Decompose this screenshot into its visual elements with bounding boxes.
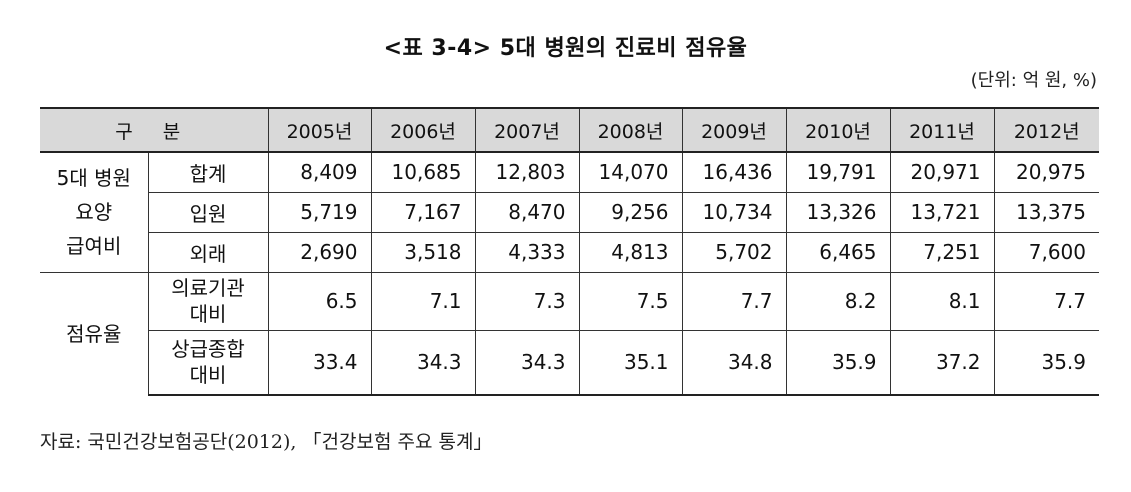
cell-value: 4,813 [578,231,682,272]
group-label-share: 점유율 [40,271,148,395]
row-label: 외래 [147,231,268,272]
year-header: 2010년 [785,107,890,153]
cell-value: 5,702 [681,231,786,272]
table-row: 외래 2,690 3,518 4,333 4,813 5,702 6,465 7… [40,231,1099,272]
cell-value: 4,333 [474,231,579,272]
cell-value: 7,600 [993,231,1099,272]
row-label-line: 의료기관 [171,276,245,300]
header-row: 구 분 2005년 2006년 2007년 2008년 2009년 2010년 … [40,107,1099,153]
year-header: 2007년 [474,107,579,153]
cell-value: 19,791 [785,152,890,192]
cell-value: 3,518 [370,231,475,272]
year-header: 2011년 [889,107,994,153]
row-label-line: 상급종합 [171,337,245,362]
table-row: 상급종합 대비 33.4 34.3 34.3 35.1 34.8 35.9 37… [40,329,1099,396]
cell-value: 7.5 [578,271,682,330]
year-header: 2009년 [681,107,786,153]
table-title: <표 3-4> 5대 병원의 진료비 점유율 [383,36,748,61]
cell-value: 7.7 [993,271,1099,330]
cell-value: 13,375 [993,191,1099,232]
source-note: 자료: 국민건강보험공단(2012), 「건강보험 주요 통계」 [40,431,493,453]
year-header: 2005년 [267,107,371,153]
cell-value: 2,690 [267,231,371,272]
cell-value: 35.9 [993,329,1099,396]
cell-value: 13,326 [785,191,890,232]
unit-note: (단위: 억 원, %) [970,70,1097,91]
cell-value: 20,975 [993,152,1099,192]
row-label: 입원 [147,191,268,232]
cell-value: 34.3 [474,329,579,396]
cell-value: 20,971 [889,152,994,192]
cell-value: 8.2 [785,271,890,330]
table-row: 5대 병원 요양 급여비 합계 8,409 10,685 12,803 14,0… [40,152,1099,258]
cell-value: 8.1 [889,271,994,330]
row-label: 합계 [147,152,268,192]
cell-value: 10,685 [370,152,475,192]
row-label-line: 대비 [189,363,227,388]
cell-value: 10,734 [681,191,786,232]
cell-value: 35.1 [578,329,682,396]
year-header: 2012년 [993,107,1099,153]
cell-value: 8,470 [474,191,579,232]
cell-value: 7.3 [474,271,579,330]
row-label-line: 대비 [189,302,227,326]
row-label: 상급종합 대비 [147,329,268,396]
cell-value: 34.8 [681,329,786,396]
group-label-line: 5대 병원 [56,166,131,191]
cell-value: 34.3 [370,329,475,396]
cell-value: 7.7 [681,271,786,330]
category-header: 구 분 [40,107,268,153]
cell-value: 8,409 [267,152,371,192]
cell-value: 14,070 [578,152,682,192]
cell-value: 6.5 [267,271,371,330]
occupancy-table: 구 분 2005년 2006년 2007년 2008년 2009년 2010년 … [40,107,1099,396]
cell-value: 13,721 [889,191,994,232]
cell-value: 12,803 [474,152,579,192]
group-label-line: 요양 [75,200,113,225]
cell-value: 37.2 [889,329,994,396]
cell-value: 7.1 [370,271,475,330]
cell-value: 6,465 [785,231,890,272]
cell-value: 9,256 [578,191,682,232]
cell-value: 35.9 [785,329,890,396]
year-header: 2008년 [578,107,682,153]
cell-value: 7,167 [370,191,475,232]
cell-value: 7,251 [889,231,994,272]
cell-value: 16,436 [681,152,786,192]
group-label-line: 급여비 [66,234,122,259]
table-row: 점유율 의료기관 대비 6.5 7.1 7.3 7.5 7.7 8.2 8.1 … [40,271,1099,395]
cell-value: 33.4 [267,329,371,396]
row-label: 의료기관 대비 [147,271,268,330]
year-header: 2006년 [370,107,475,153]
group-label-benefit: 5대 병원 요양 급여비 [40,152,148,272]
table-row: 입원 5,719 7,167 8,470 9,256 10,734 13,326… [40,191,1099,232]
cell-value: 5,719 [267,191,371,232]
